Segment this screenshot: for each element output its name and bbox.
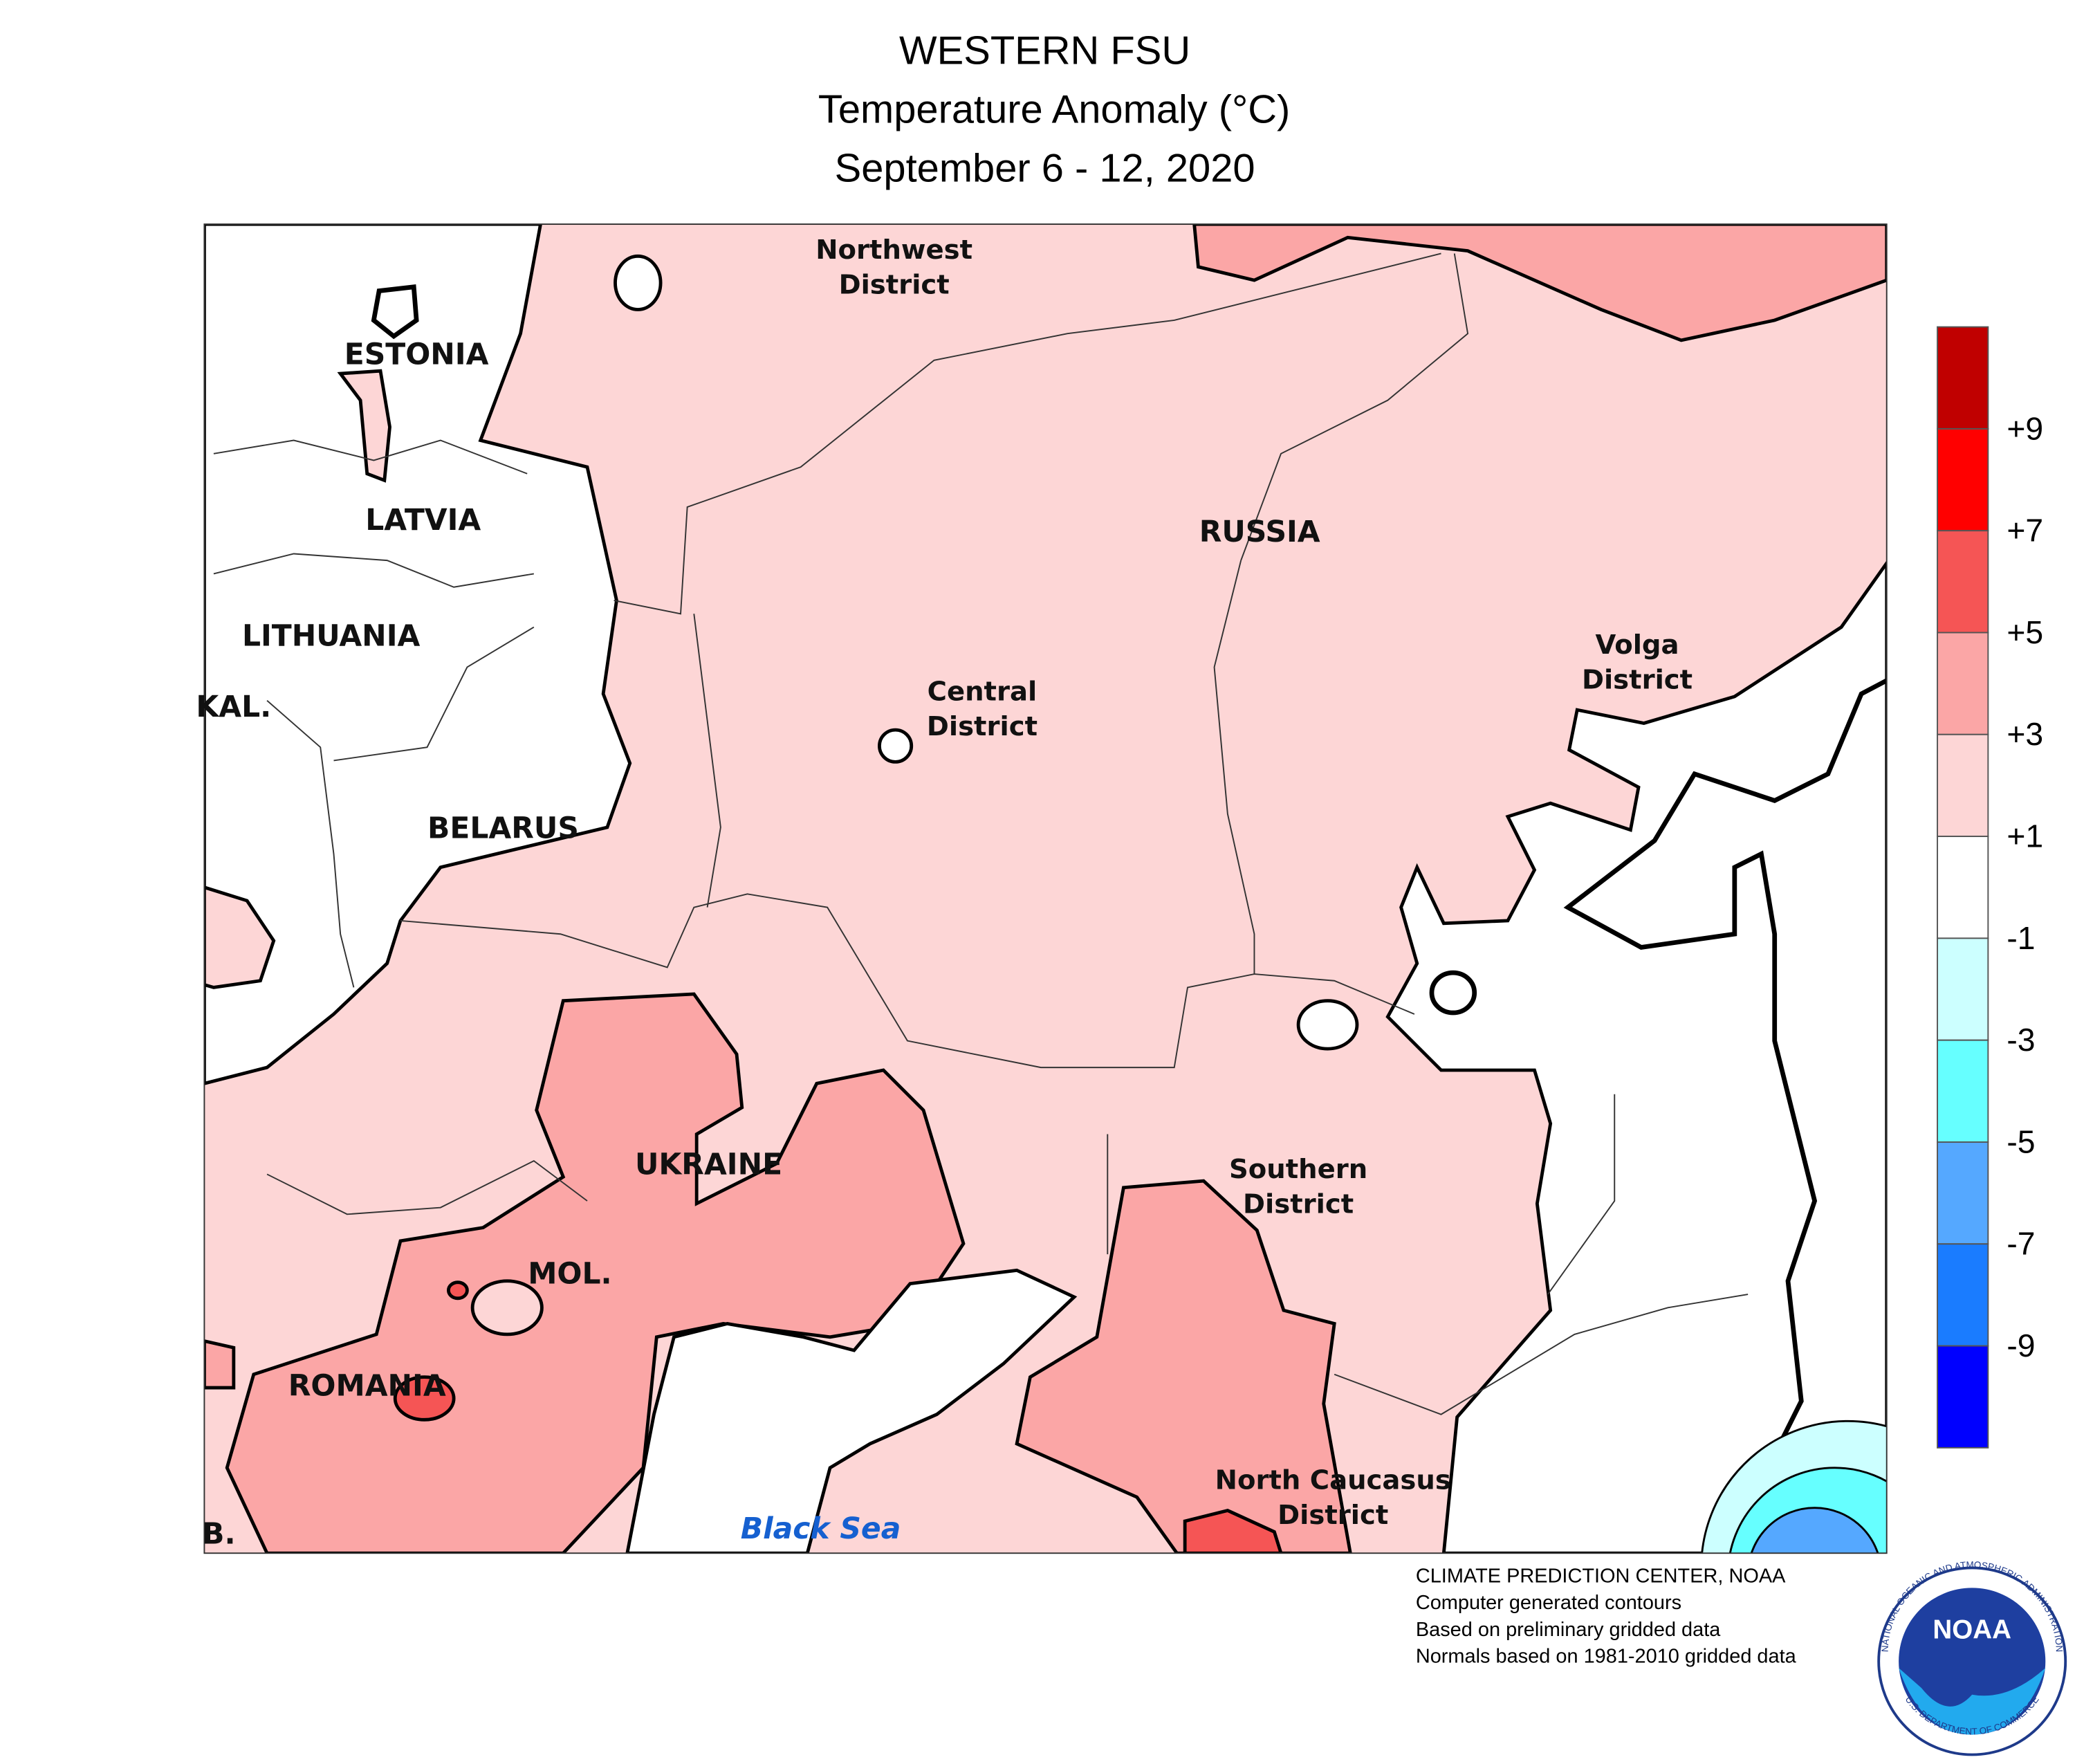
- border: [266, 699, 355, 988]
- anomaly-area: [614, 254, 663, 311]
- anomaly-area: [1750, 1507, 1879, 1554]
- contour-line: [1563, 678, 1887, 1456]
- footer: CLIMATE PREDICTION CENTER, NOAA Computer…: [1416, 1565, 1797, 1668]
- footer-line: Computer generated contours: [1416, 1592, 1681, 1614]
- anomaly-area: [1296, 999, 1359, 1051]
- footer-line: CLIMATE PREDICTION CENTER, NOAA: [1416, 1565, 1786, 1588]
- colorbar-tick-label: -3: [2007, 1022, 2035, 1058]
- map: [204, 224, 1887, 1554]
- anomaly-area: [446, 1280, 469, 1301]
- map-label: District: [1278, 1500, 1388, 1531]
- map-label: Central: [928, 677, 1038, 708]
- colorbar: +9 +7 +5 +3 +1 -1 -3 -5 -7 -9: [1937, 326, 2043, 1449]
- map-label: Northwest: [815, 235, 972, 266]
- anomaly-area: [204, 885, 276, 989]
- colorbar-tick-label: +5: [2007, 614, 2043, 650]
- map-label: District: [839, 269, 950, 300]
- border: [693, 614, 721, 908]
- border: [266, 1160, 588, 1215]
- sea: [625, 1268, 1078, 1554]
- colorbar-segment: [1937, 632, 1989, 735]
- map-label: ROMANIA: [288, 1370, 446, 1404]
- colorbar-tick-label: -1: [2007, 920, 2035, 956]
- map-frame: [203, 223, 1888, 1554]
- border: [333, 626, 535, 762]
- map-label: RUSSIA: [1199, 515, 1320, 549]
- anomaly-area: [1385, 560, 1887, 1554]
- colorbar-tick-label: +1: [2007, 818, 2043, 854]
- anomaly-area: [1192, 224, 1887, 342]
- map-label: Volga: [1595, 630, 1679, 661]
- period: September 6 - 12, 2020: [835, 146, 1255, 190]
- anomaly-area: [1015, 1179, 1352, 1554]
- colorbar-segment: [1937, 530, 1989, 634]
- map-label: District: [1582, 664, 1693, 695]
- anomaly-area: [878, 728, 914, 764]
- logo-text: NOAA: [1933, 1615, 2011, 1645]
- footer-line: Normals based on 1981-2010 gridded data: [1416, 1645, 1797, 1667]
- border: [213, 553, 535, 588]
- colorbar-segment: [1937, 1039, 1989, 1143]
- anomaly-area: [204, 224, 632, 1085]
- map-label: LITHUANIA: [242, 620, 421, 654]
- anomaly-area: [337, 369, 391, 483]
- colorbar-tick-label: +3: [2007, 716, 2043, 752]
- border: [1213, 560, 1255, 975]
- border: [1547, 1094, 1616, 1295]
- sea-label: Black Sea: [741, 1512, 901, 1546]
- map-label: BELARUS: [427, 811, 579, 845]
- colorbar-tick-label: +7: [2007, 513, 2043, 549]
- colorbar-tick-label: -5: [2007, 1123, 2035, 1159]
- map-label: LATVIA: [365, 504, 481, 538]
- map-label: ESTONIA: [344, 338, 489, 372]
- border: [614, 252, 1441, 615]
- border: [213, 439, 528, 475]
- anomaly-area: [204, 1339, 236, 1390]
- border: [1240, 253, 1469, 561]
- colorbar-tick-label: -7: [2007, 1226, 2035, 1262]
- anomaly-area: [1183, 1508, 1283, 1554]
- map-label: KAL.: [196, 690, 271, 724]
- colorbar-segment: [1937, 428, 1989, 532]
- border: [1334, 1294, 1749, 1415]
- noaa-logo: NOAA NATIONAL OCEANIC AND ATMOSPHERIC AD…: [1877, 1559, 2067, 1756]
- map-label: SERB.: [138, 1518, 236, 1552]
- contour-line: [371, 284, 419, 340]
- colorbar-segment: [1937, 326, 1989, 430]
- logo-wave: [1899, 1668, 2046, 1735]
- colorbar-segment: [1937, 836, 1989, 939]
- map-label: Southern: [1229, 1154, 1367, 1185]
- map-label: MOL.: [528, 1258, 611, 1292]
- colorbar-segment: [1937, 1243, 1989, 1347]
- colorbar-tick-label: -9: [2007, 1327, 2035, 1363]
- map-label: UKRAINE: [635, 1148, 782, 1182]
- footer-line: Based on preliminary gridded data: [1416, 1619, 1721, 1641]
- map-label: North Caucasus: [1215, 1465, 1451, 1496]
- colorbar-segment: [1937, 1141, 1989, 1245]
- colorbar-segment: [1937, 733, 1989, 838]
- anomaly-area: [470, 1279, 544, 1336]
- anomaly-area: [393, 1375, 456, 1422]
- colorbar-segment: [1937, 1345, 1989, 1449]
- contour-line: [1429, 970, 1477, 1016]
- title: WESTERN FSU: [899, 29, 1190, 73]
- subtitle: Temperature Anomaly (°C): [818, 87, 1290, 131]
- map-label: District: [1243, 1188, 1354, 1220]
- colorbar-segment: [1937, 937, 1989, 1041]
- colorbar-tick-label: +9: [2007, 410, 2043, 446]
- map-label: District: [927, 711, 1038, 742]
